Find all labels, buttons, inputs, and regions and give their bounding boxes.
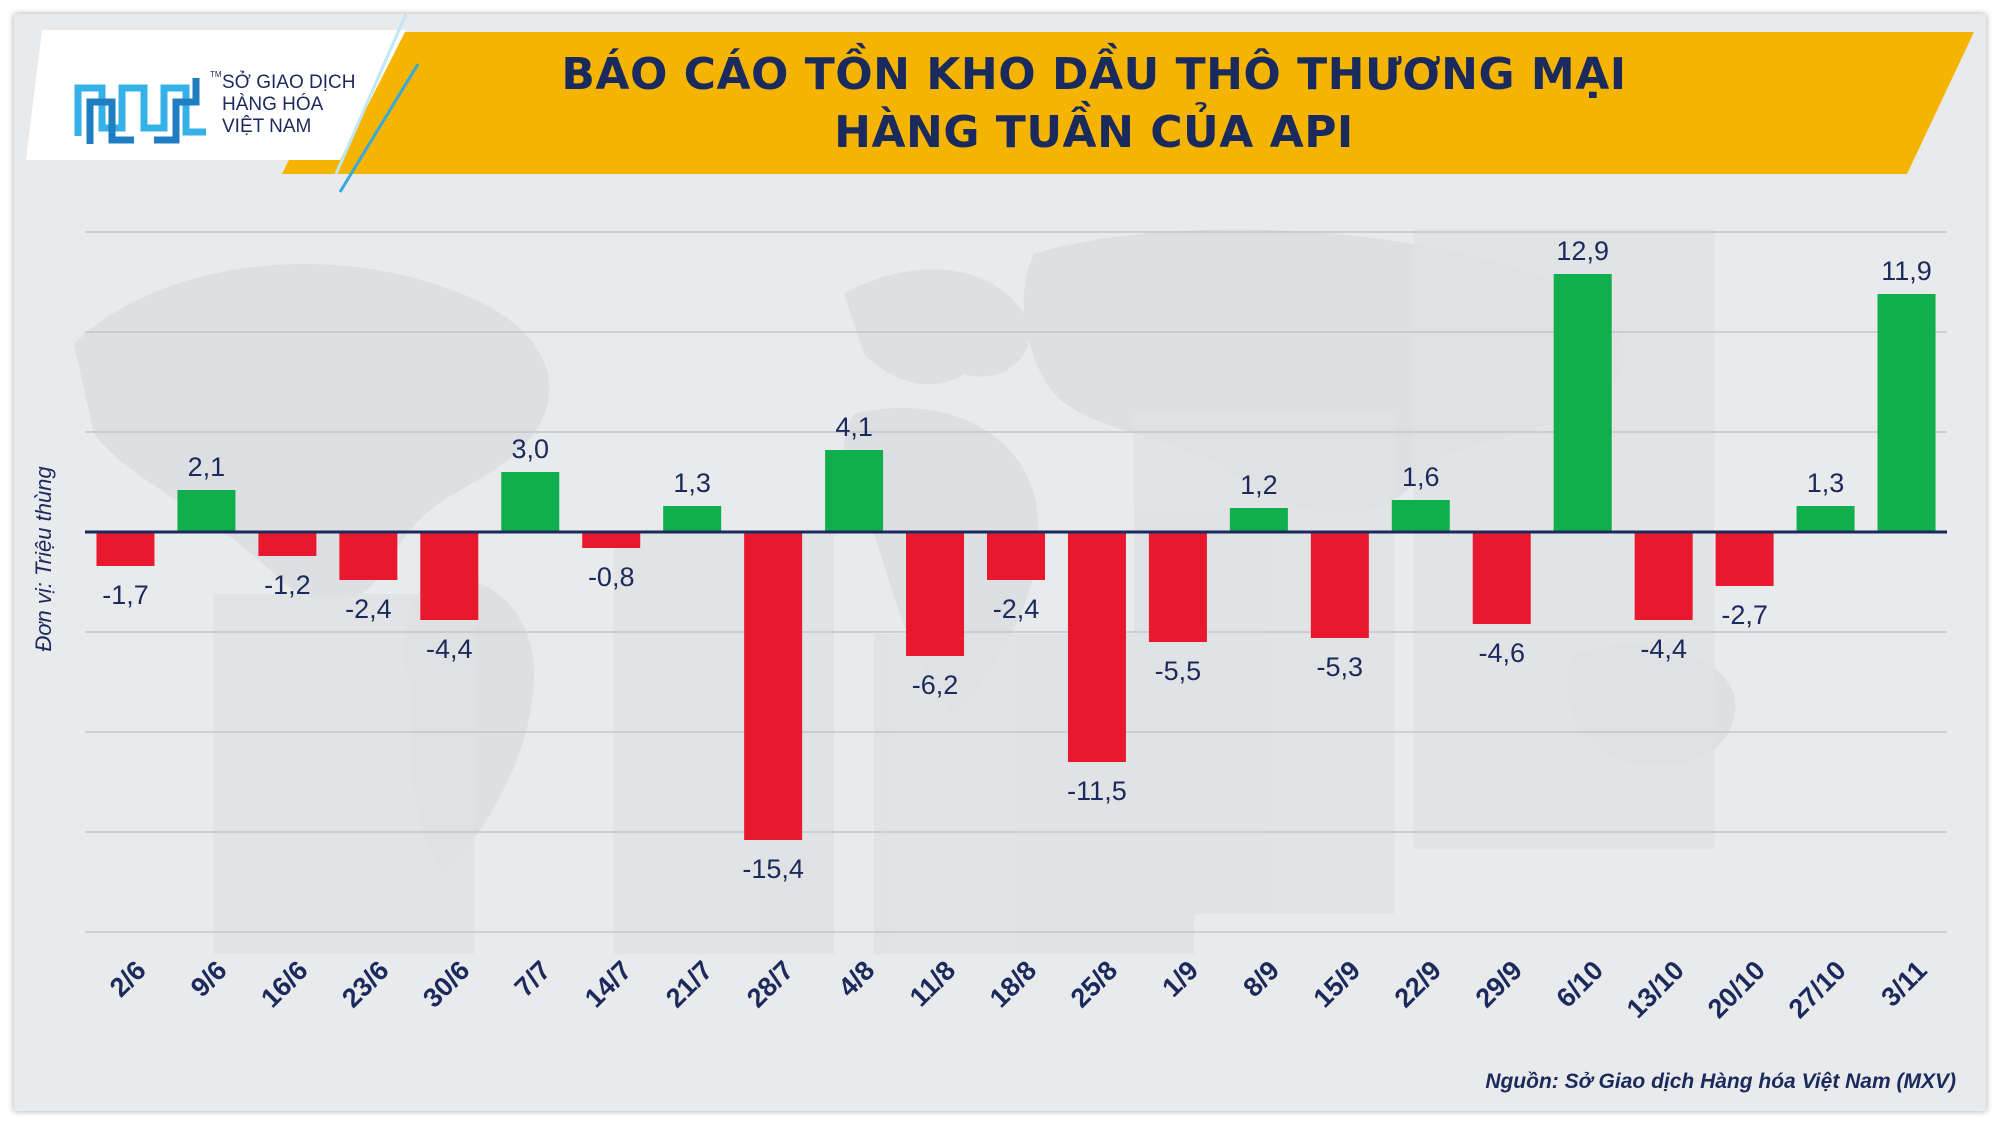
bar xyxy=(1472,532,1531,624)
tick-label: 28/7 xyxy=(741,955,799,1013)
tick-label: 18/8 xyxy=(984,955,1042,1013)
bar xyxy=(744,532,803,840)
logo-line-1: SỞ GIAO DỊCH xyxy=(222,72,356,93)
bar xyxy=(825,450,884,532)
bar xyxy=(582,532,641,548)
bar xyxy=(96,532,155,566)
tick-label: 27/10 xyxy=(1783,955,1852,1024)
tick-label: 21/7 xyxy=(660,955,718,1013)
value-labels: -1,7 2,1 -1,2 -2,4 -4,4 3,0 -0,8 1,3 -15,4 4,1 -6,… xyxy=(102,236,1932,884)
value-label: -0,8 xyxy=(588,562,635,592)
bar xyxy=(1229,508,1288,532)
tick-label: 14/7 xyxy=(579,955,637,1013)
bar xyxy=(501,472,560,532)
value-label: -1,7 xyxy=(102,580,149,610)
gridlines xyxy=(85,231,1947,933)
source-note: Nguồn: Sở Giao dịch Hàng hóa Việt Nam (M… xyxy=(1485,1070,1956,1093)
bar xyxy=(1391,500,1450,532)
value-label: 12,9 xyxy=(1556,236,1609,266)
value-label: -4,6 xyxy=(1478,638,1525,668)
category-tick-labels: 2/6 9/6 16/6 23/6 30/6 7/7 14/7 21/7 28/7 4/8 11/8… xyxy=(104,955,1933,1024)
bar xyxy=(663,506,722,532)
value-label: -1,2 xyxy=(264,570,311,600)
bar xyxy=(987,532,1045,580)
tick-label: 3/11 xyxy=(1875,955,1932,1012)
tick-label: 2/6 xyxy=(104,955,152,1003)
bar xyxy=(339,532,398,580)
tick-label: 29/9 xyxy=(1470,955,1528,1013)
bar xyxy=(1148,532,1207,642)
chart-frame: TM SỞ GIAO DỊCH HÀNG HÓA VIỆT NAM BÁO CÁ… xyxy=(14,14,1986,1111)
value-label: -15,4 xyxy=(742,854,804,884)
value-label: -2,4 xyxy=(993,594,1040,624)
bar xyxy=(1067,532,1126,762)
tick-label: 16/6 xyxy=(255,955,313,1013)
tick-label: 11/8 xyxy=(904,955,961,1012)
value-label: -6,2 xyxy=(912,670,959,700)
logo-trademark: TM xyxy=(210,70,222,79)
bar xyxy=(1634,532,1693,620)
value-label: 1,6 xyxy=(1402,462,1440,492)
title-line-2: HÀNG TUẦN CỦA API xyxy=(834,107,1354,158)
value-label: 1,3 xyxy=(1807,468,1845,498)
tick-label: 22/9 xyxy=(1389,955,1447,1013)
mxv-logo-icon xyxy=(74,78,206,144)
tick-label: 4/8 xyxy=(833,955,881,1003)
value-label: -5,5 xyxy=(1155,656,1202,686)
value-label: 3,0 xyxy=(511,434,549,464)
bar xyxy=(177,490,236,532)
value-label: 2,1 xyxy=(188,452,226,482)
logo-text: SỞ GIAO DỊCH HÀNG HÓA VIỆT NAM xyxy=(222,72,355,138)
value-label: 1,2 xyxy=(1240,470,1278,500)
value-label: -2,7 xyxy=(1721,600,1768,630)
tick-label: 6/10 xyxy=(1551,955,1609,1013)
bar xyxy=(1553,274,1612,532)
bar xyxy=(420,532,479,620)
value-label: -11,5 xyxy=(1067,776,1127,806)
tick-label: 15/9 xyxy=(1308,955,1366,1013)
bar xyxy=(258,532,317,556)
logo-line-3: VIỆT NAM xyxy=(222,116,312,137)
tick-label: 23/6 xyxy=(336,955,394,1013)
bar xyxy=(1877,294,1936,532)
logo-line-2: HÀNG HÓA xyxy=(222,94,324,115)
tick-label: 9/6 xyxy=(185,955,233,1003)
tick-label: 30/6 xyxy=(417,955,475,1013)
tick-label: 8/9 xyxy=(1237,955,1285,1003)
value-label: 1,3 xyxy=(673,468,711,498)
bar xyxy=(1715,532,1774,586)
page-title: BÁO CÁO TỒN KHO DẦU THÔ THƯƠNG MẠI HÀNG … xyxy=(354,46,1834,162)
value-label: 4,1 xyxy=(835,412,873,442)
bar-chart: -1,7 2,1 -1,2 -2,4 -4,4 3,0 -0,8 1,3 -15,4 4,1 -6,… xyxy=(85,231,1947,1024)
value-label: -5,3 xyxy=(1317,652,1364,682)
tick-label: 1/9 xyxy=(1156,955,1204,1003)
value-label: -4,4 xyxy=(1640,634,1687,664)
value-label: 11,9 xyxy=(1881,256,1932,286)
bar xyxy=(1796,506,1855,532)
bar xyxy=(906,532,965,656)
tick-label: 13/10 xyxy=(1621,955,1690,1024)
tick-label: 25/8 xyxy=(1065,955,1123,1013)
value-label: -4,4 xyxy=(426,634,473,664)
bar xyxy=(1310,532,1369,638)
title-line-1: BÁO CÁO TỒN KHO DẦU THÔ THƯƠNG MẠI xyxy=(561,49,1627,100)
tick-label: 7/7 xyxy=(509,955,557,1003)
bars xyxy=(96,274,1936,840)
value-label: -2,4 xyxy=(345,594,392,624)
y-axis-unit-label: Đơn vị: Triệu thùng xyxy=(31,466,56,652)
tick-label: 20/10 xyxy=(1702,955,1771,1024)
